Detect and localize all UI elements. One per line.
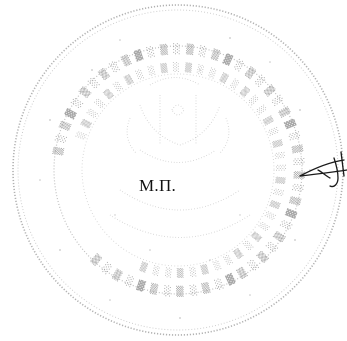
signature-flourish-icon xyxy=(299,151,347,188)
stamp-place-label: М.П. xyxy=(139,176,177,195)
svg-text:▒ ░ ▒ ▓ ░ ▒ ░ ▒ ░ ▒ ▓ ░ ▒ ░ ▒: ▒ ░ ▒ ▓ ░ ▒ ░ ▒ ░ ▒ ▓ ░ ▒ ░ ▒ ░ ▒ ▓ ░ ▒ … xyxy=(51,42,306,298)
svg-text:░ ▒ ░ ░ ▒ ░ ▒ ░ ░ ▒ ░ ▒ ░ ░ ▒: ░ ▒ ░ ░ ▒ ░ ▒ ░ ░ ▒ ░ ▒ ░ ░ ▒ ░ ▒ ░ ░ ▒ … xyxy=(74,61,287,279)
